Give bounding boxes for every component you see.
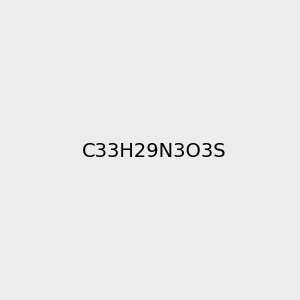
Text: C33H29N3O3S: C33H29N3O3S <box>81 142 226 161</box>
